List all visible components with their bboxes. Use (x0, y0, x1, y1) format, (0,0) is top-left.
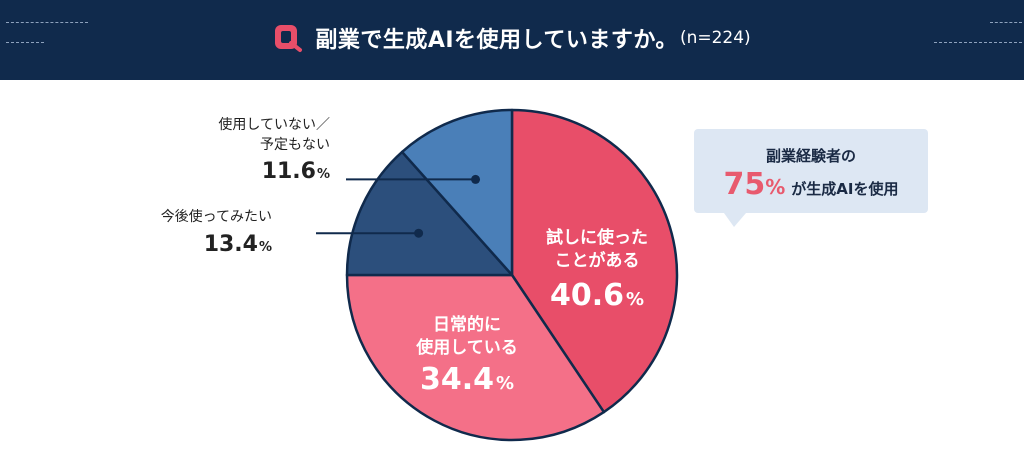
slice-name-1-1: 使用している (415, 337, 518, 358)
decorative-dash (6, 42, 44, 43)
summary-callout: 副業経験者の 75% が生成AIを使用 (694, 129, 928, 227)
leader-dot-2 (414, 228, 424, 238)
pie-slice-2 (345, 150, 514, 277)
slice-value-1: 34.4% (420, 362, 514, 397)
callout-tail (724, 213, 746, 227)
slice-name-3-1: 予定もない (260, 137, 330, 153)
decorative-dash (6, 22, 88, 23)
slice-value-3: 11.6% (262, 159, 330, 184)
header-banner: 副業で生成AIを使用していますか。 (n=224) (0, 0, 1024, 80)
slice-name-0-0: 試しに使った (546, 227, 648, 248)
pie-slices (345, 108, 679, 442)
leader-lines (316, 174, 481, 238)
callout-line2: 75% が生成AIを使用 (694, 167, 928, 202)
decorative-dash (934, 42, 1022, 43)
slice-value-0: 40.6% (550, 278, 644, 313)
slice-name-2-0: 今後使ってみたい (161, 208, 272, 225)
decorative-dash (990, 22, 1022, 23)
callout-big-number: 75 (723, 167, 766, 202)
callout-rest: が生成AIを使用 (791, 180, 899, 198)
sample-size: (n=224) (679, 28, 751, 48)
slice-value-2: 13.4% (204, 232, 272, 257)
pie-slice-0 (510, 108, 679, 414)
title-row: 副業で生成AIを使用していますか。 (n=224) (0, 22, 1024, 54)
callout-percent-sign: % (765, 175, 786, 199)
callout-line1: 副業経験者の (765, 147, 856, 165)
leader-dot-3 (471, 174, 481, 184)
slice-name-1-0: 日常的に (433, 314, 501, 335)
question-q-icon (275, 25, 303, 52)
pie-slice-1 (345, 273, 606, 442)
slice-name-0-1: ことがある (555, 250, 640, 271)
page-title: 副業で生成AIを使用していますか。 (315, 28, 678, 53)
slice-name-3-0: 使用していない／ (218, 116, 330, 133)
pie-slice-3 (400, 108, 514, 277)
